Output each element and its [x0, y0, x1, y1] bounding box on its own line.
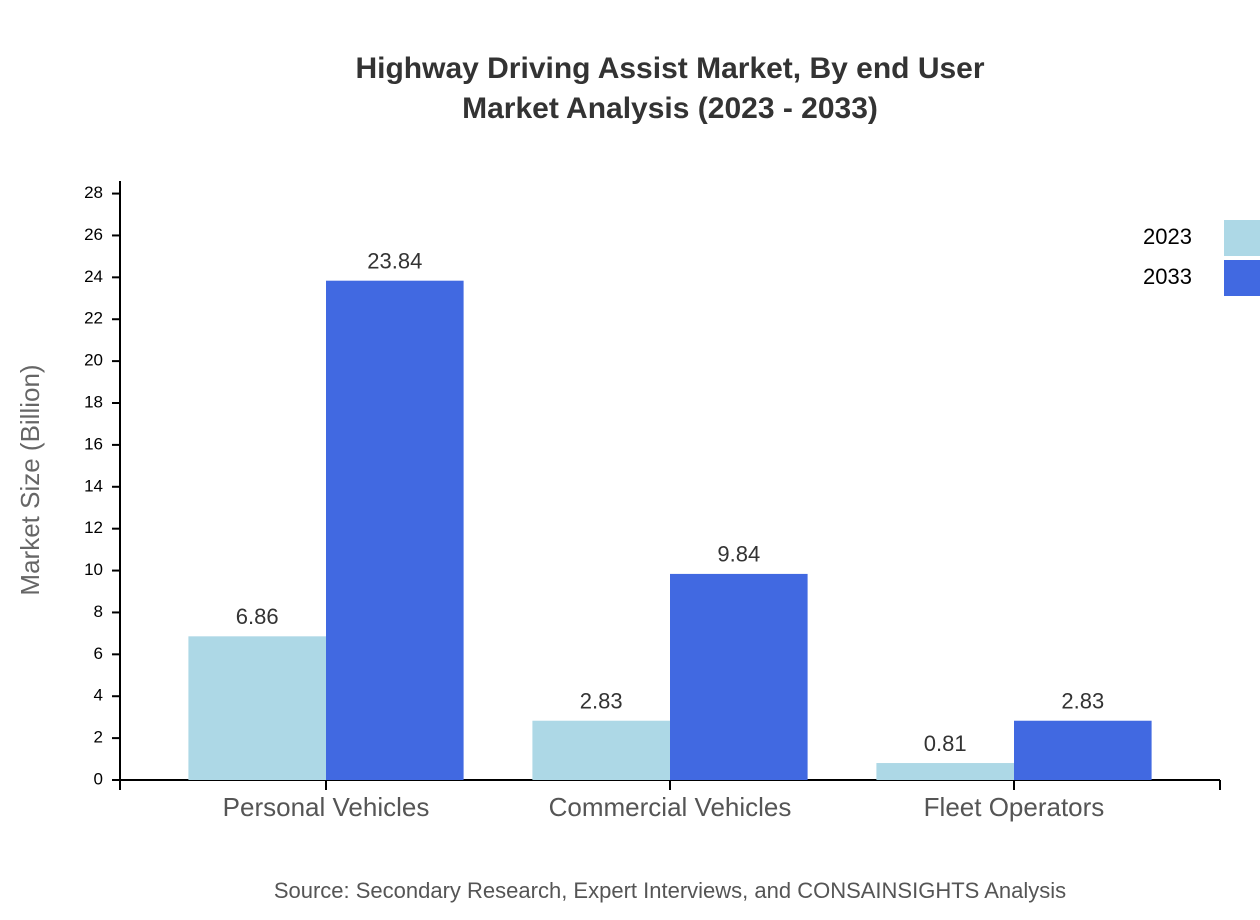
- y-tick-label: 10: [84, 560, 103, 579]
- legend-label: 2023: [1143, 224, 1192, 249]
- bar: [670, 573, 808, 780]
- y-tick-label: 12: [84, 518, 103, 537]
- y-tick-label: 8: [94, 602, 103, 621]
- value-label: 0.81: [924, 731, 967, 756]
- y-tick-label: 24: [84, 267, 103, 286]
- bar: [326, 280, 464, 780]
- x-tick-label: Personal Vehicles: [223, 792, 430, 822]
- y-tick-label: 22: [84, 309, 103, 328]
- bar: [532, 720, 670, 780]
- y-tick-label: 28: [84, 183, 103, 202]
- y-tick-label: 4: [94, 686, 103, 705]
- y-tick-label: 0: [94, 769, 103, 788]
- y-tick-label: 26: [84, 225, 103, 244]
- bar: [1014, 720, 1152, 780]
- y-tick-label: 14: [84, 476, 103, 495]
- chart-title: Highway Driving Assist Market, By end Us…: [355, 52, 984, 85]
- y-tick-label: 18: [84, 392, 103, 411]
- value-label: 6.86: [236, 604, 279, 629]
- source-note: Source: Secondary Research, Expert Inter…: [274, 878, 1066, 903]
- value-label: 9.84: [717, 542, 760, 567]
- x-tick-label: Fleet Operators: [924, 792, 1105, 822]
- legend-swatch: [1224, 260, 1260, 296]
- bar: [876, 763, 1014, 780]
- chart-subtitle: Market Analysis (2023 - 2033): [462, 92, 878, 125]
- value-label: 23.84: [367, 249, 422, 274]
- value-label: 2.83: [580, 689, 623, 714]
- y-axis-label: Market Size (Billion): [15, 364, 45, 595]
- y-tick-label: 20: [84, 351, 103, 370]
- legend-label: 2033: [1143, 264, 1192, 289]
- y-tick-label: 6: [94, 644, 103, 663]
- bar: [188, 636, 326, 780]
- legend-swatch: [1224, 220, 1260, 256]
- value-label: 2.83: [1061, 689, 1104, 714]
- y-tick-label: 2: [94, 728, 103, 747]
- y-tick-label: 16: [84, 434, 103, 453]
- x-tick-label: Commercial Vehicles: [549, 792, 792, 822]
